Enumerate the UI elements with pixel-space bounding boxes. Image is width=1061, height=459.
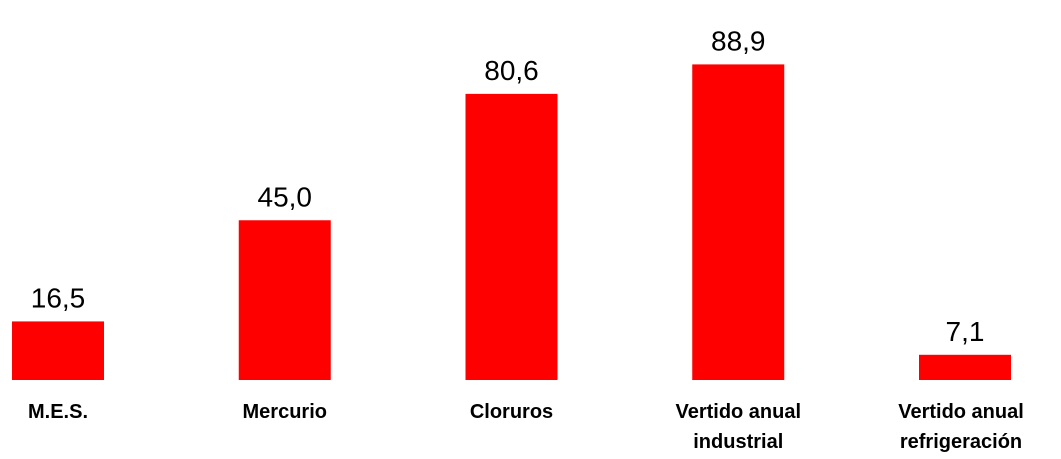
- value-label: 45,0: [258, 181, 313, 212]
- category-label: M.E.S.: [27, 401, 88, 423]
- value-label: 7,1: [946, 316, 985, 347]
- category-label: Vertido anual industrial: [675, 401, 802, 453]
- bar: [238, 220, 331, 380]
- bar: [12, 321, 104, 380]
- value-label: 88,9: [711, 25, 766, 56]
- bar: [465, 93, 558, 381]
- value-label: 80,6: [484, 55, 539, 86]
- category-label: Mercurio: [242, 401, 327, 423]
- bar: [919, 354, 1011, 380]
- value-label: 16,5: [31, 282, 86, 313]
- category-label: Vertido anual refrigeración: [898, 401, 1024, 453]
- category-label: Cloruros: [469, 401, 554, 423]
- bar: [692, 64, 785, 380]
